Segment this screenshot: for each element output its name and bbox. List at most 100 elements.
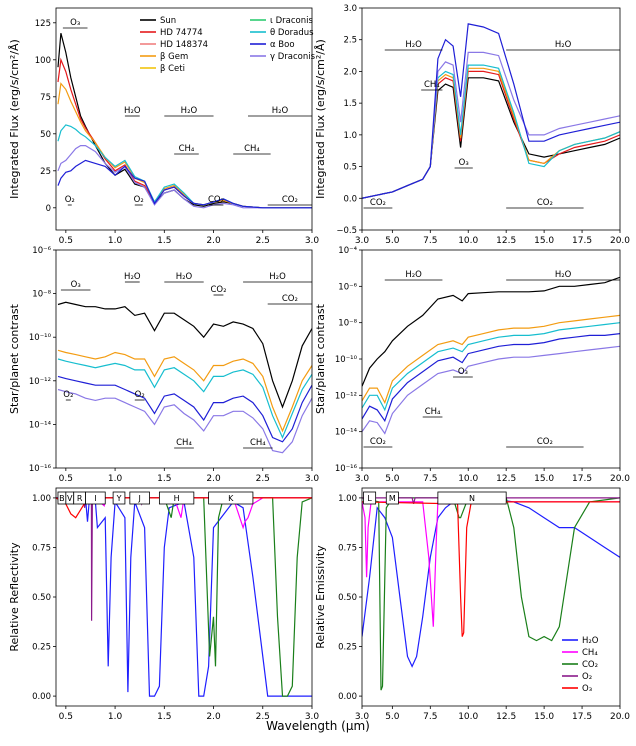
y-tick-label: 10⁻⁸ bbox=[338, 319, 357, 329]
x-tick-label: 10.0 bbox=[458, 236, 478, 246]
band-label: R bbox=[77, 494, 83, 503]
x-tick-label: 2.5 bbox=[256, 236, 270, 246]
legend-entry: Sun bbox=[160, 16, 176, 26]
x-tick-label: 1.5 bbox=[157, 474, 171, 484]
annotation-label: H₂O bbox=[555, 270, 572, 280]
annotation-label: CH₄ bbox=[250, 438, 266, 448]
series-group bbox=[362, 276, 620, 435]
y-tick-label: 10⁻¹⁴ bbox=[335, 428, 358, 438]
series-line-θ-doradus bbox=[57, 358, 312, 440]
x-tick-label: 7.5 bbox=[423, 236, 437, 246]
x-tick-label: 0.5 bbox=[59, 712, 73, 722]
y-tick-label: 50 bbox=[40, 130, 51, 140]
x-tick-label: 15.0 bbox=[534, 712, 554, 722]
x-tick-label: 5.0 bbox=[385, 712, 400, 722]
y-tick-label: 0.50 bbox=[32, 593, 51, 603]
y-tick-label: 0.00 bbox=[32, 692, 51, 702]
annotation-label: H₂O bbox=[124, 106, 141, 116]
legend-entry: CH₄ bbox=[582, 648, 598, 658]
series-line-α-boo bbox=[57, 375, 312, 443]
annotation-label: O₃ bbox=[458, 367, 468, 377]
legend-entry: γ Draconis bbox=[270, 52, 316, 62]
annotation-label: CH₄ bbox=[176, 438, 192, 448]
y-tick-label: 10⁻⁴ bbox=[338, 246, 357, 256]
annotation-label: CO₂ bbox=[282, 195, 298, 205]
band-label: J bbox=[138, 494, 141, 503]
series-line-γ-draconis bbox=[57, 145, 312, 209]
annotation-label: CO₂ bbox=[282, 294, 298, 304]
series-line-hd-74774 bbox=[57, 57, 312, 209]
y-tick-label: 10⁻¹⁰ bbox=[335, 355, 358, 365]
plot-frame bbox=[55, 249, 313, 469]
y-tick-label: 10⁻¹⁶ bbox=[29, 464, 52, 474]
legend-entry: β Ceti bbox=[160, 64, 185, 74]
series-line-h₂o bbox=[362, 499, 620, 668]
legend-entry: α Boo bbox=[270, 40, 295, 50]
annotation-label: CH₄ bbox=[424, 80, 440, 90]
series-line-γ-draconis bbox=[57, 388, 312, 454]
band-box bbox=[385, 491, 399, 505]
y-axis-label: Integrated Flux (erg/s/cm²/Å) bbox=[314, 39, 327, 199]
y-tick-label: 1.00 bbox=[338, 494, 357, 504]
annotation-label: H₂O bbox=[405, 270, 422, 280]
y-axis-label: Relative Reflectivity bbox=[8, 542, 21, 652]
y-tick-label: 0.75 bbox=[338, 543, 357, 553]
x-tick-label: 12.5 bbox=[496, 712, 516, 722]
series-line-h₂o bbox=[56, 496, 312, 697]
annotation-label: CH₄ bbox=[425, 407, 441, 417]
annotation-label: CO₂ bbox=[537, 437, 553, 447]
y-tick-label: 10⁻⁶ bbox=[338, 282, 357, 292]
legend-molecules: H₂O CH₄ CO₂ O₂ O₃ bbox=[562, 636, 599, 694]
band-label: K bbox=[228, 494, 234, 503]
y-tick-label: 1.00 bbox=[32, 494, 51, 504]
series-line-γ-draconis bbox=[362, 345, 620, 435]
x-tick-label: 15.0 bbox=[534, 474, 554, 484]
band-label: Y bbox=[116, 494, 122, 503]
y-tick-label: 0 bbox=[46, 204, 51, 214]
chart-flux_nir: 0.5 1.0 1.5 2.0 2.5 3.0 0 25 50 75 100 125 Integrate… bbox=[8, 7, 319, 246]
y-tick-label: 2.5 bbox=[343, 36, 357, 46]
y-tick-label: 10⁻⁸ bbox=[32, 290, 51, 300]
plot-frame bbox=[361, 7, 621, 231]
x-tick-label: 7.5 bbox=[423, 712, 437, 722]
series-line-α-boo bbox=[362, 23, 620, 199]
x-tick-label: 1.5 bbox=[157, 712, 171, 722]
x-axis-label: Wavelength (μm) bbox=[266, 719, 370, 733]
x-tick-label: 0.5 bbox=[59, 474, 73, 484]
band-box bbox=[158, 491, 195, 505]
legend-entry: ι Draconis bbox=[270, 16, 313, 26]
series-group bbox=[57, 33, 312, 209]
x-tick-label: 3.0 bbox=[355, 474, 370, 484]
series-line-α-boo bbox=[57, 159, 312, 209]
x-tick-label: 7.5 bbox=[423, 474, 437, 484]
x-tick-label: 10.0 bbox=[458, 712, 478, 722]
x-tick-label: 20.0 bbox=[610, 474, 630, 484]
y-tick-label: 10⁻¹⁶ bbox=[335, 464, 358, 474]
annotation-label: H₂O bbox=[405, 40, 422, 50]
y-tick-label: −0.5 bbox=[336, 226, 357, 236]
annotation-label: H₂O bbox=[555, 40, 572, 50]
y-tick-label: 10⁻¹⁴ bbox=[29, 420, 52, 430]
y-tick-label: 1.0 bbox=[343, 131, 357, 141]
x-tick-label: 12.5 bbox=[496, 474, 516, 484]
y-tick-label: 125 bbox=[35, 19, 51, 29]
series-line-sun bbox=[362, 77, 620, 199]
series-line-o₃ bbox=[362, 501, 620, 637]
plot-frame bbox=[55, 7, 313, 231]
series-group bbox=[362, 23, 620, 199]
y-tick-label: 0.0 bbox=[343, 194, 357, 204]
annotation-label: H₂O bbox=[272, 106, 289, 116]
annotation-label: O₃ bbox=[70, 18, 80, 28]
series-line-sun bbox=[362, 276, 620, 387]
y-tick-label: 0.25 bbox=[338, 643, 357, 653]
band-box bbox=[112, 491, 126, 505]
band-label: V bbox=[67, 494, 73, 503]
annotation-label: O₃ bbox=[459, 158, 469, 168]
legend-entry: β Gem bbox=[160, 52, 188, 62]
chart-emissivity_mir: 3.0 5.0 7.5 10.0 12.5 15.0 17.5 20.0 0.00 0.25 0.5… bbox=[314, 487, 630, 722]
legend-stars: Sun HD 74774 HD 148374 β Gem β Ceti ι Draconi… bbox=[140, 16, 316, 74]
plot-frame bbox=[361, 249, 621, 469]
x-tick-label: 3.0 bbox=[355, 236, 370, 246]
x-tick-label: 2.0 bbox=[206, 474, 221, 484]
